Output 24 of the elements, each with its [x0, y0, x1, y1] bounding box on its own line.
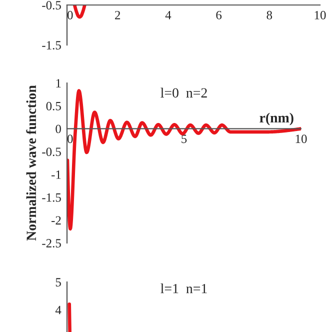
x-axis-title: r(nm) [260, 112, 294, 126]
x-tick-label: 0 [67, 10, 73, 20]
x-tick-label: 0 [67, 134, 73, 144]
y-tick-label: 0.5 [46, 102, 61, 110]
x-tick-label: 10 [296, 134, 307, 144]
x-tick-label: 2 [115, 10, 120, 20]
chart-title: l=0 n=2 [160, 88, 207, 98]
x-tick-label: 10 [314, 10, 326, 20]
y-tick-label: 1 [56, 79, 61, 88]
y-tick-label: -0.5 [42, 148, 61, 156]
y-tick-label: -1.5 [42, 193, 61, 202]
y-tick-label: 4 [55, 306, 62, 314]
y-tick-label: 5 [56, 278, 61, 286]
y-tick-label: -2.5 [42, 239, 61, 248]
x-tick-label: 8 [266, 10, 272, 20]
y-tick-label: 0 [56, 124, 61, 134]
y-tick-label: -1 [51, 170, 61, 179]
x-tick-label: 6 [216, 10, 222, 20]
y-tick-label: -0.5 [42, 1, 61, 10]
x-tick-label: 4 [165, 11, 172, 20]
chart-title: l=1 n=1 [160, 284, 207, 294]
y-tick-label: -1.5 [42, 41, 61, 50]
y-tick-label: -2 [51, 216, 61, 224]
y-axis-title: Normalized wave function [26, 85, 36, 241]
